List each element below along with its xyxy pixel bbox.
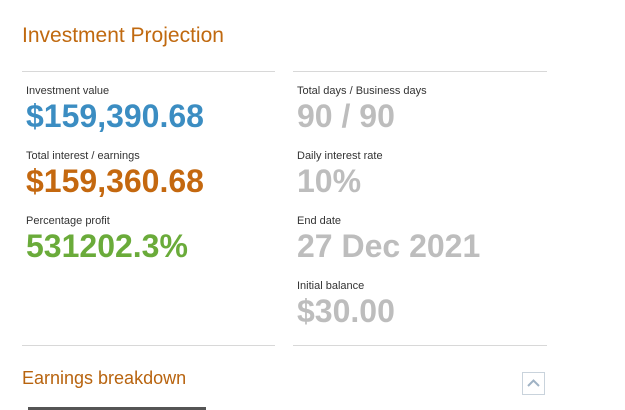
stat-value: 27 Dec 2021 (297, 228, 481, 264)
stat-label: Daily interest rate (297, 150, 383, 162)
stat-label: Percentage profit (26, 215, 110, 227)
stat-value: $30.00 (297, 293, 395, 329)
tab-underline (28, 407, 206, 410)
section-title: Earnings breakdown (22, 368, 187, 388)
stat-value: 531202.3% (26, 228, 188, 264)
divider (22, 345, 275, 346)
stat-label: Total days / Business days (297, 85, 427, 97)
divider (22, 71, 275, 72)
stat-value: 90 / 90 (297, 98, 395, 134)
stat-label: Total interest / earnings (26, 150, 140, 162)
stat-value: 10% (297, 163, 362, 199)
stat-label: End date (297, 215, 342, 227)
stat-value: $159,360.68 (26, 163, 204, 199)
divider (293, 71, 547, 72)
collapse-button[interactable] (522, 372, 546, 396)
stat-label: Investment value (26, 85, 110, 97)
stat-value: $159,390.68 (26, 98, 204, 134)
page-title: Investment Projection (22, 24, 224, 47)
stat-label: Initial balance (297, 280, 365, 292)
divider (293, 345, 547, 346)
